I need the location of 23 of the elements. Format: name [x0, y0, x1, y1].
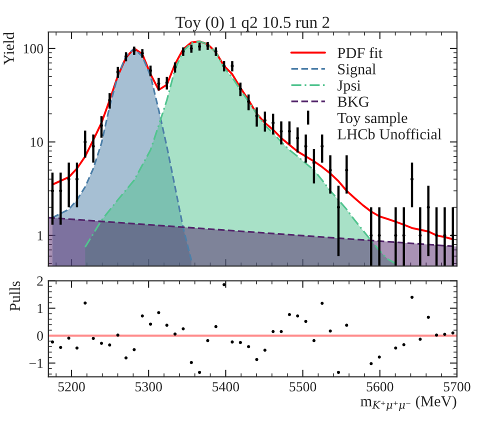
legend-label: PDF fit [338, 47, 382, 58]
x-tick-label: 5500 [290, 382, 316, 392]
chart-title: Toy (0) 1 q2 10.5 run 2 [176, 16, 330, 32]
x-tick-label: 5600 [366, 382, 394, 392]
y-tick-label: 1 [38, 304, 43, 314]
y-tick-label: −1 [29, 358, 43, 368]
legend-label: BKG [338, 96, 369, 107]
y-tick-label: 100 [24, 44, 43, 54]
x-tick-label: 5200 [58, 382, 85, 392]
legend-label: Signal [338, 64, 376, 78]
legend-label: Toy sample [337, 112, 408, 126]
x-tick-label: 5700 [444, 382, 470, 392]
y-tick-label: 2 [37, 276, 43, 286]
y-tick-label: 0 [37, 331, 43, 341]
x-tick-label: 5400 [212, 382, 240, 392]
x-axis-title: m$_{K⁺μ⁺μ⁻}$ (MeV) [360, 396, 456, 411]
y-axis-title: Yield [3, 32, 14, 65]
y-axis-title: Pulls [9, 281, 20, 311]
legend-label: Jpsi [337, 80, 361, 94]
annotation: LHCb Unofficial [338, 128, 442, 140]
y-tick-label: 1 [38, 231, 43, 240]
x-tick-label: 5300 [136, 382, 162, 392]
y-tick-label: 10 [30, 138, 43, 147]
